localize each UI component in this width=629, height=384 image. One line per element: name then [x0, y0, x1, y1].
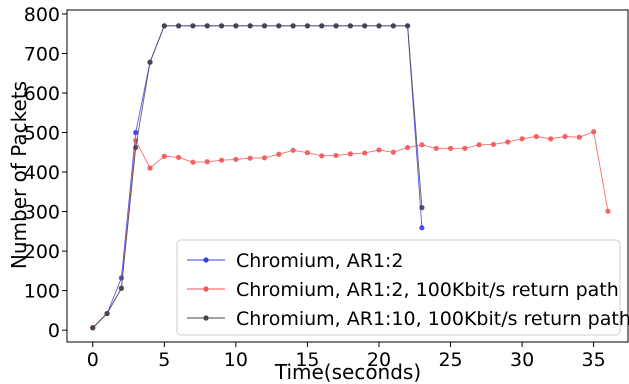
- series-2-point: [433, 145, 439, 151]
- x-tick-label-0: 0: [87, 349, 99, 371]
- y-tick-label-600: 600: [24, 83, 60, 105]
- legend-marker-2: [203, 286, 209, 292]
- x-tick-label-20: 20: [367, 349, 391, 371]
- series-3-point: [90, 325, 96, 331]
- series-2-point: [147, 165, 153, 171]
- series-3-point: [390, 23, 396, 29]
- series-3-point: [147, 59, 153, 65]
- x-tick-label-15: 15: [295, 349, 319, 371]
- y-tick-label-800: 800: [24, 4, 60, 26]
- series-2-point: [204, 159, 210, 165]
- series-3-point: [347, 23, 353, 29]
- series-2: [90, 129, 611, 331]
- x-tick-label-30: 30: [510, 349, 534, 371]
- series-3-point: [247, 23, 253, 29]
- legend-marker-1: [203, 257, 209, 263]
- series-3-point: [419, 205, 425, 211]
- series-2-point: [261, 155, 268, 161]
- series-3-point: [161, 23, 167, 29]
- series-3-point: [133, 144, 139, 151]
- series-2-point: [533, 133, 540, 140]
- series-2-point: [376, 147, 382, 153]
- series-2-point: [233, 156, 239, 162]
- series-2-point: [276, 151, 282, 157]
- series-3-point: [290, 23, 296, 29]
- series-2-point: [562, 133, 568, 140]
- axes: 0 5 10 15 20 25 30 35 0 100 200 300 400 500 600 700 800: [24, 4, 629, 371]
- legend-box: [176, 239, 621, 336]
- series-3-point: [333, 23, 339, 29]
- series-2-point: [333, 152, 339, 159]
- series-1-point: [419, 225, 425, 231]
- series-2-point: [505, 139, 511, 145]
- y-tick-label-400: 400: [24, 162, 60, 184]
- legend-label-3: Chromium, AR1:10, 100Kbit/s return path: [236, 308, 629, 330]
- series-2-point: [462, 145, 468, 151]
- series-2-point: [218, 157, 225, 163]
- legend-label-1: Chromium, AR1:2: [236, 250, 404, 272]
- series-3-point: [405, 23, 411, 29]
- y-tick-label-100: 100: [24, 281, 60, 303]
- y-tick-label-200: 200: [24, 241, 60, 263]
- series-2-point: [519, 136, 525, 142]
- series-3-point: [276, 23, 282, 29]
- series-3-point: [261, 23, 268, 29]
- y-tick-label-300: 300: [24, 202, 60, 224]
- series-2-point: [347, 151, 353, 157]
- series-3-point: [204, 23, 210, 29]
- series-2-point: [319, 153, 325, 159]
- series-2-point: [419, 142, 425, 148]
- series-2-point: [405, 144, 411, 151]
- series-2-point: [548, 136, 554, 142]
- series-2-point: [390, 149, 396, 155]
- x-tick-label-5: 5: [158, 349, 170, 371]
- legend: Chromium, AR1:2 Chromium, AR1:2, 100Kbit/…: [176, 239, 629, 336]
- y-axis-label: Number of Packets: [7, 81, 31, 269]
- legend-label-2: Chromium, AR1:2, 100Kbit/s return path: [236, 279, 619, 301]
- series-3-point: [190, 23, 196, 29]
- x-axis-label: Time(seconds): [274, 360, 421, 384]
- series-1-point: [133, 129, 139, 136]
- legend-marker-3: [203, 315, 209, 321]
- y-tick-label-0: 0: [48, 320, 60, 342]
- y-tick-label-700: 700: [24, 43, 60, 65]
- series-2-point: [304, 150, 311, 156]
- series-1-point: [118, 275, 124, 281]
- series-3-point: [319, 23, 325, 29]
- series-2-point: [176, 154, 182, 161]
- plot-frame: [66, 9, 629, 343]
- x-tick-label-35: 35: [582, 349, 606, 371]
- series-3-point: [233, 23, 239, 29]
- series-3-point: [362, 23, 368, 29]
- x-tick-label-25: 25: [438, 349, 462, 371]
- series-2-point: [605, 208, 611, 214]
- series-2-point: [362, 150, 368, 156]
- plot-area: [90, 23, 611, 331]
- series-3-point: [104, 310, 110, 317]
- series-2-point: [576, 134, 582, 140]
- series-3-point: [304, 23, 311, 29]
- x-tick-label-10: 10: [224, 349, 248, 371]
- series-2-point: [476, 142, 482, 148]
- y-tick-label-500: 500: [24, 123, 60, 145]
- series-3-point: [176, 23, 182, 29]
- series-3-point: [118, 285, 124, 291]
- series-2-point: [591, 129, 597, 135]
- series-2-point: [290, 147, 296, 153]
- series-2-point: [447, 145, 454, 151]
- series-3-point: [218, 23, 225, 29]
- series-2-point: [161, 153, 167, 159]
- series-2-point: [247, 155, 253, 161]
- series-3-point: [376, 23, 382, 29]
- series-2-point: [190, 159, 196, 165]
- series-3: [90, 23, 425, 331]
- series-2-point: [490, 141, 497, 147]
